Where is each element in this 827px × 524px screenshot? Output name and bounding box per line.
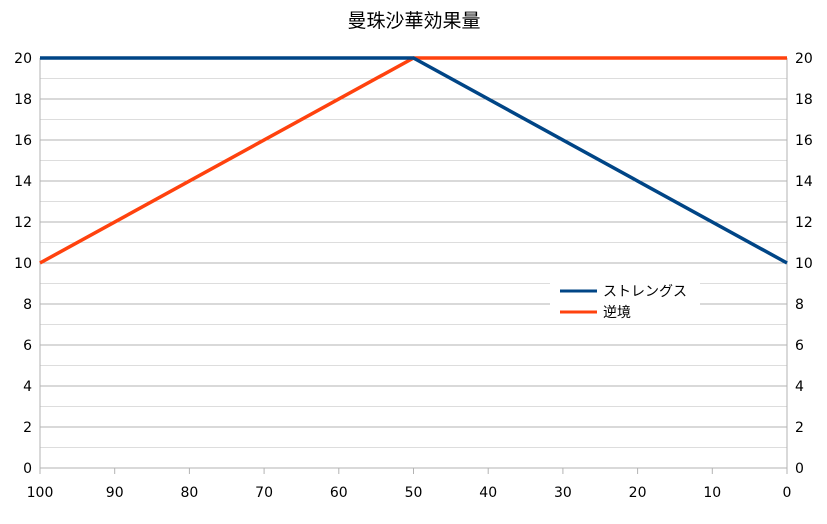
legend: ストレングス 逆境	[550, 279, 700, 324]
legend-background	[550, 279, 700, 324]
series-lines	[39, 56, 788, 265]
x-tick-label: 50	[405, 485, 423, 501]
y-tick-label-right: 10	[795, 256, 813, 272]
y-tick-label-right: 18	[795, 92, 813, 108]
legend-label-adversity: 逆境	[603, 305, 631, 321]
x-tick-label: 30	[554, 485, 572, 501]
y-tick-label-right: 8	[795, 297, 804, 313]
y-tick-label-left: 6	[23, 338, 32, 354]
x-tick-label: 0	[783, 485, 792, 501]
x-tick-label: 100	[27, 485, 54, 501]
y-tick-label-right: 0	[795, 461, 804, 477]
x-tick-label: 10	[703, 485, 721, 501]
y-tick-label-left: 2	[23, 420, 32, 436]
y-tick-label-left: 10	[14, 256, 32, 272]
x-tick-label: 60	[330, 485, 348, 501]
y-tick-label-left: 18	[14, 92, 32, 108]
series-line-strength	[40, 56, 788, 265]
y-tick-label-right: 4	[795, 379, 804, 395]
legend-label-strength: ストレングス	[603, 284, 687, 300]
y-tick-label-right: 14	[795, 174, 813, 190]
y-tick-label-right: 2	[795, 420, 804, 436]
x-tick-label: 70	[255, 485, 273, 501]
chart-title: 曼珠沙華効果量	[347, 10, 480, 32]
y-tick-label-left: 4	[23, 379, 32, 395]
y-tick-label-right: 16	[795, 133, 813, 149]
grid	[40, 57, 787, 469]
y-tick-label-left: 0	[23, 461, 32, 477]
x-tick-label: 20	[629, 485, 647, 501]
y-tick-label-left: 8	[23, 297, 32, 313]
y-tick-label-right: 12	[795, 215, 813, 231]
y-tick-label-left: 14	[14, 174, 32, 190]
x-tick-label: 90	[106, 485, 124, 501]
y-tick-label-left: 16	[14, 133, 32, 149]
y-tick-label-right: 20	[795, 51, 813, 67]
y-tick-label-right: 6	[795, 338, 804, 354]
y-tick-label-left: 12	[14, 215, 32, 231]
x-tick-label: 40	[479, 485, 497, 501]
y-tick-label-left: 20	[14, 51, 32, 67]
x-tick-label: 80	[180, 485, 198, 501]
